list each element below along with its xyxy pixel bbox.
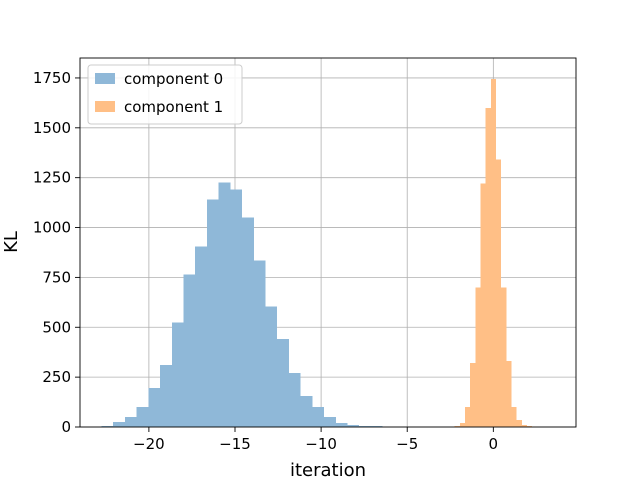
y-tick-label: 1750 [33, 69, 71, 87]
histogram-bar-component-0 [136, 407, 149, 427]
y-tick-label: 1250 [33, 169, 71, 187]
x-tick-label: −15 [219, 435, 251, 453]
legend-label-component-1: component 1 [124, 98, 223, 116]
x-axis-title: iteration [290, 460, 366, 480]
x-tick-label: 0 [489, 435, 499, 453]
histogram-bar-component-0 [148, 388, 161, 427]
histogram-bar-component-0 [113, 422, 125, 427]
histogram-bars [101, 78, 538, 428]
histogram-bar-component-0 [253, 260, 266, 427]
histogram-bar-component-0 [347, 425, 360, 427]
histogram-bar-component-0 [195, 246, 207, 427]
histogram-bar-component-0 [242, 217, 254, 427]
plot-frame [79, 57, 577, 428]
x-tick-label: −20 [133, 435, 165, 453]
legend: component 0 component 1 [87, 64, 243, 125]
histogram-bar-component-0 [300, 396, 313, 427]
histogram-bar-component-0 [171, 322, 184, 427]
legend-swatch-component-1 [95, 101, 115, 112]
histogram-bar-component-1 [485, 107, 491, 427]
histogram-bar-component-0 [218, 182, 231, 427]
histogram-bar-component-0 [335, 423, 348, 427]
histogram-bar-component-0 [265, 306, 278, 427]
histogram-bar-component-1 [475, 287, 481, 427]
histogram-bar-component-1 [490, 78, 496, 428]
histogram-bar-component-1 [495, 159, 502, 428]
histogram-bar-component-1 [454, 426, 460, 427]
histogram-bar-component-0 [101, 426, 114, 427]
histogram-bar-component-0 [206, 199, 219, 427]
y-axis-title: KL [1, 231, 22, 253]
y-tick-label: 1500 [33, 119, 71, 137]
histogram-bar-component-1 [480, 183, 486, 427]
histogram-bar-component-0 [359, 426, 371, 427]
histogram-bar-component-1 [464, 407, 471, 427]
histogram-bar-component-0 [183, 274, 196, 427]
histogram-bar-component-1 [516, 420, 522, 427]
x-tick-label: −10 [305, 435, 337, 453]
y-tick-label: 0 [61, 418, 71, 436]
histogram-bar-component-0 [230, 189, 243, 427]
histogram-bar-component-1 [506, 361, 512, 427]
legend-swatch-component-0 [95, 73, 115, 84]
histogram-bar-component-1 [526, 426, 533, 427]
histogram-bar-component-0 [124, 417, 137, 427]
y-tick-label: 750 [42, 268, 71, 286]
y-tick-label: 250 [42, 368, 71, 386]
histogram-bar-component-0 [324, 417, 336, 427]
histogram-bar-component-0 [370, 426, 383, 427]
axis-ticks: −20 −15 −10 −5 0 0 250 500 750 1000 1250 1500 1750 [33, 69, 498, 453]
histogram-bar-component-0 [277, 339, 289, 427]
histogram-bar-component-0 [312, 407, 325, 427]
y-tick-label: 500 [42, 318, 71, 336]
x-tick-label: −5 [396, 435, 418, 453]
legend-label-component-0: component 0 [124, 70, 223, 88]
histogram-bar-component-1 [521, 425, 527, 427]
histogram-bar-component-1 [501, 287, 507, 427]
legend-box [87, 64, 243, 125]
histogram-bar-component-1 [470, 363, 476, 427]
histogram-bar-component-0 [288, 373, 301, 427]
histogram-bar-component-0 [160, 365, 172, 427]
histogram-bar-component-1 [511, 407, 517, 427]
histogram-bar-component-1 [459, 423, 465, 427]
y-tick-label: 1000 [33, 219, 71, 237]
